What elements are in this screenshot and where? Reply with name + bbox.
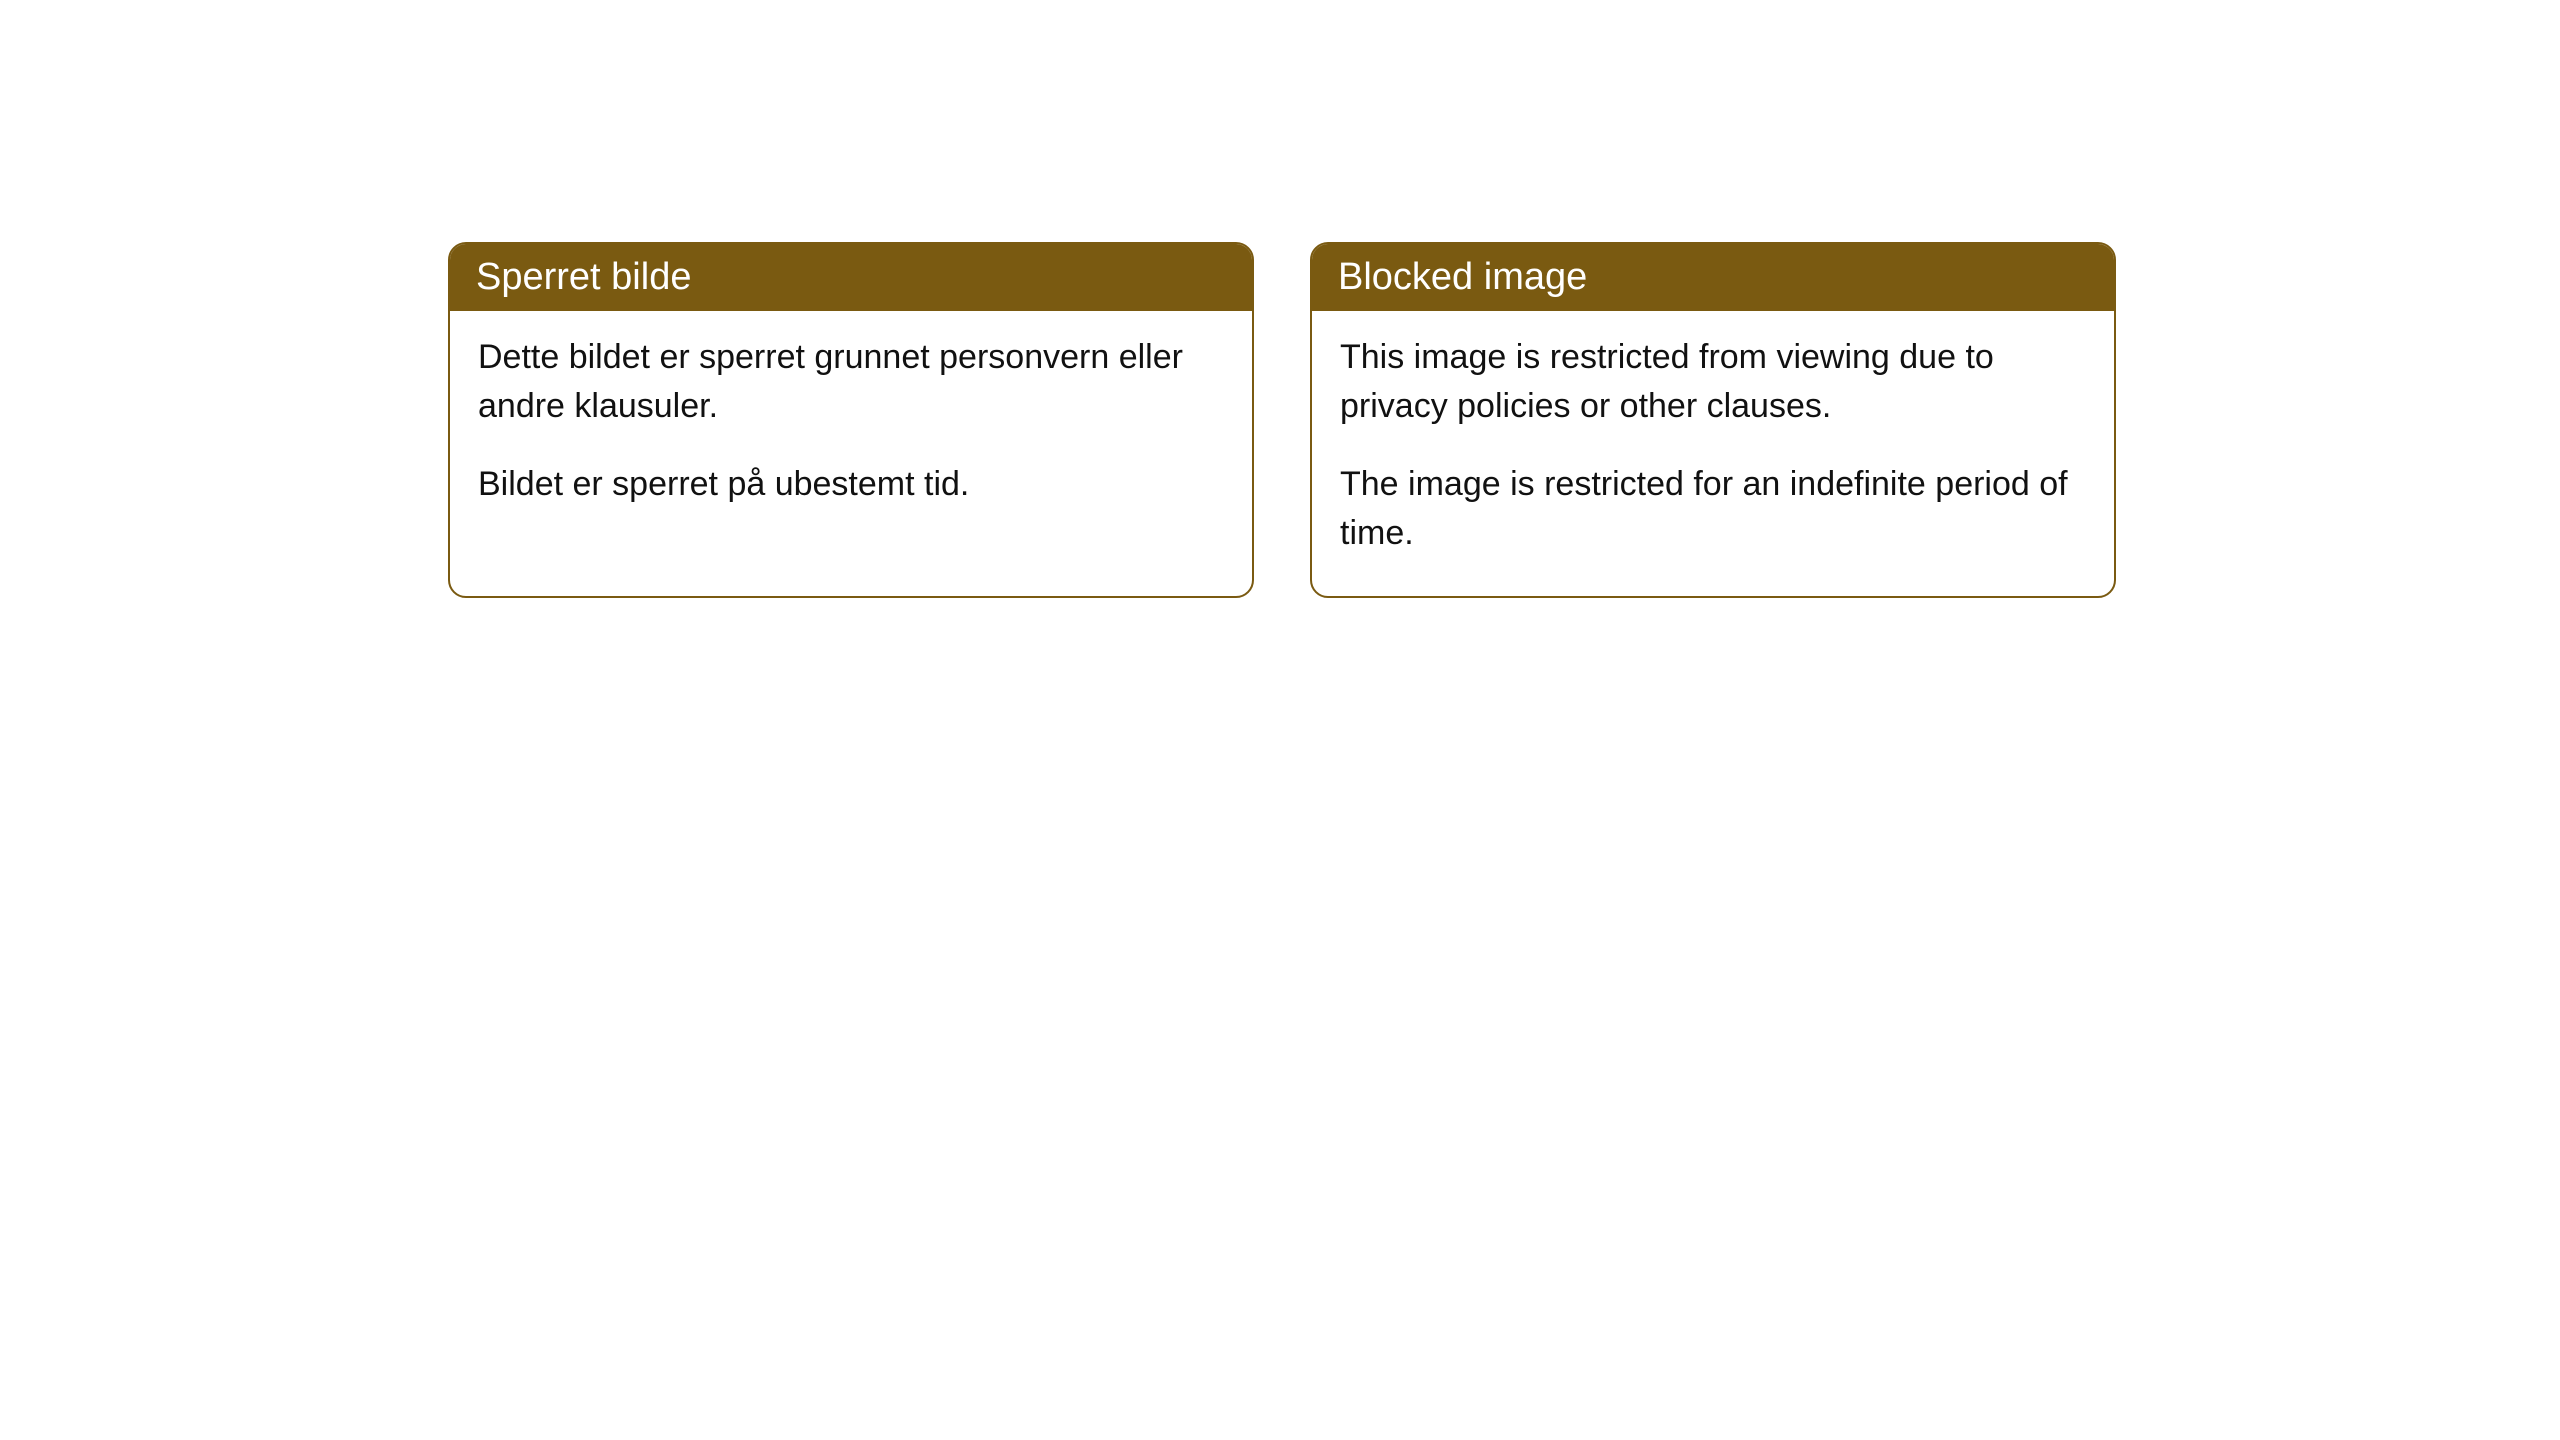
card-title: Blocked image bbox=[1338, 256, 1587, 298]
card-body: Dette bildet er sperret grunnet personve… bbox=[450, 311, 1252, 547]
card-header: Blocked image bbox=[1312, 244, 2114, 311]
notice-container: Sperret bilde Dette bildet er sperret gr… bbox=[0, 0, 2560, 598]
notice-card-english: Blocked image This image is restricted f… bbox=[1310, 242, 2116, 598]
card-paragraph: Bildet er sperret på ubestemt tid. bbox=[478, 460, 1224, 509]
card-body: This image is restricted from viewing du… bbox=[1312, 311, 2114, 596]
card-header: Sperret bilde bbox=[450, 244, 1252, 311]
notice-card-norwegian: Sperret bilde Dette bildet er sperret gr… bbox=[448, 242, 1254, 598]
card-paragraph: The image is restricted for an indefinit… bbox=[1340, 460, 2086, 559]
card-paragraph: This image is restricted from viewing du… bbox=[1340, 333, 2086, 432]
card-paragraph: Dette bildet er sperret grunnet personve… bbox=[478, 333, 1224, 432]
card-title: Sperret bilde bbox=[476, 256, 691, 298]
